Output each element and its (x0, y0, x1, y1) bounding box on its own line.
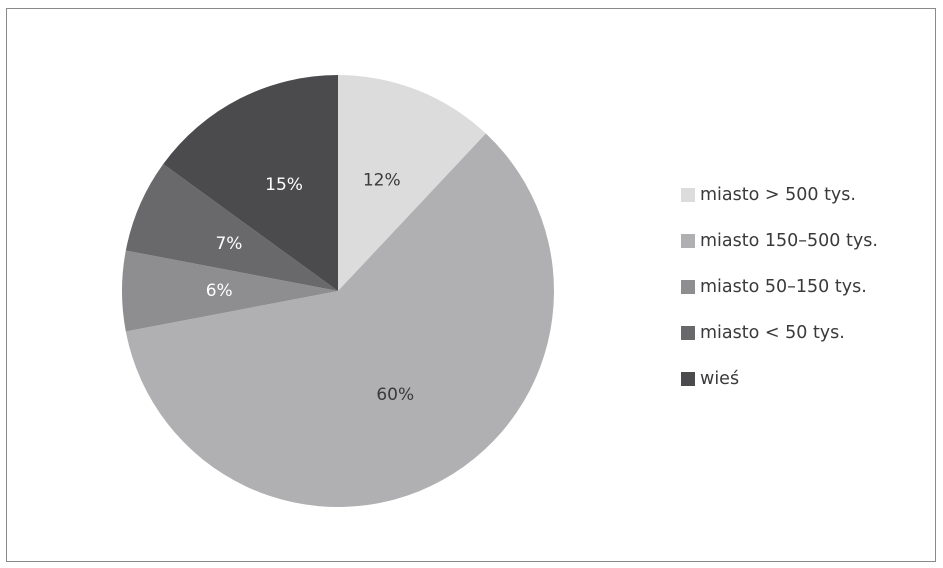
slice-value-label: 15% (265, 175, 303, 195)
legend-label: wieś (700, 369, 740, 389)
legend-label: miasto < 50 tys. (700, 323, 845, 343)
pie-slice-miasto-500-tys (338, 75, 486, 291)
legend-item-miasto-under-50: miasto < 50 tys. (681, 322, 878, 344)
legend-item-miasto-150-500: miasto 150–500 tys. (681, 230, 878, 252)
legend-swatch (681, 326, 695, 340)
legend-swatch (681, 234, 695, 248)
legend-swatch (681, 280, 695, 294)
legend-swatch (681, 372, 695, 386)
legend: miasto > 500 tys. miasto 150–500 tys. mi… (681, 184, 878, 414)
legend-label: miasto > 500 tys. (700, 185, 856, 205)
legend-item-miasto-over-500: miasto > 500 tys. (681, 184, 878, 206)
legend-swatch (681, 188, 695, 202)
legend-label: miasto 50–150 tys. (700, 277, 867, 297)
pie-slice-miasto-50-150-tys (121, 250, 338, 332)
slice-value-label: 7% (215, 234, 242, 254)
pie-slice-miasto-50-tys (125, 164, 338, 291)
slice-value-label: 6% (206, 281, 233, 301)
legend-item-miasto-50-150: miasto 50–150 tys. (681, 276, 878, 298)
legend-label: miasto 150–500 tys. (700, 231, 878, 251)
slice-value-label: 12% (363, 171, 401, 191)
legend-item-wies: wieś (681, 368, 878, 390)
pie-slice-wie (163, 75, 338, 291)
slice-value-label: 60% (376, 385, 414, 405)
pie-slice-miasto-150-500-tys (125, 133, 554, 507)
